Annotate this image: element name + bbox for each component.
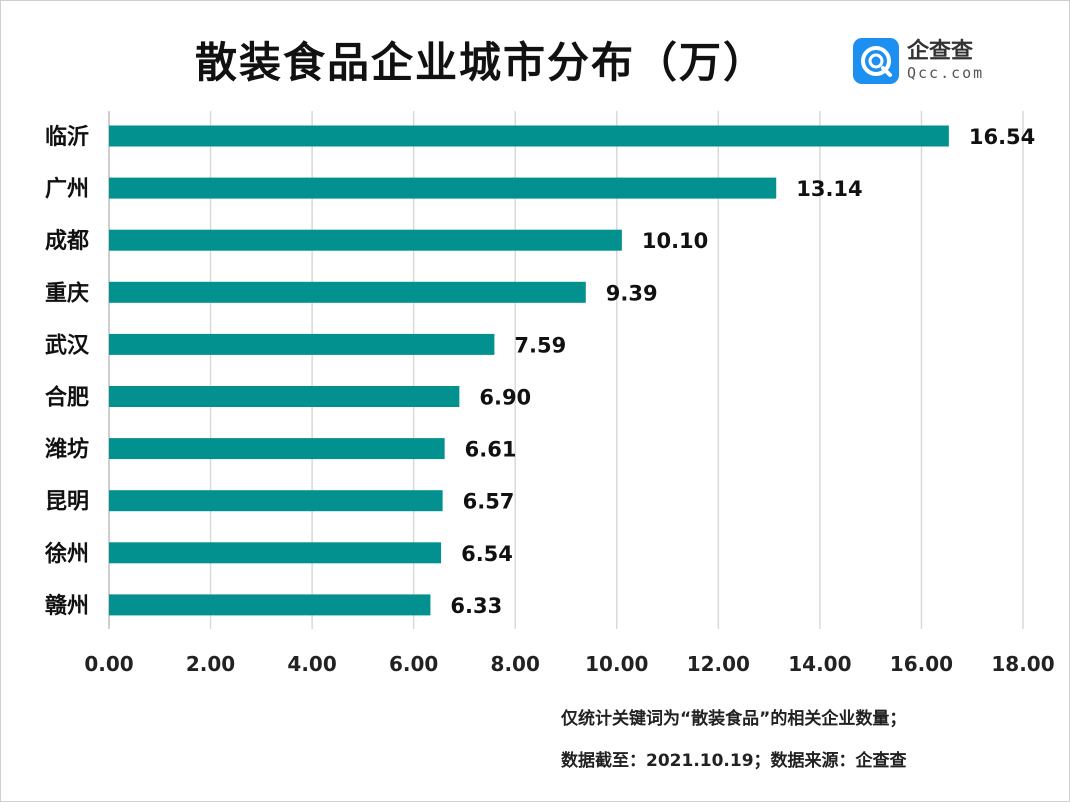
value-label: 13.14 (796, 177, 862, 201)
category-label: 成都 (45, 229, 89, 254)
value-label: 9.39 (606, 281, 658, 305)
value-label: 16.54 (969, 125, 1035, 149)
category-label: 徐州 (44, 541, 89, 567)
category-label: 昆明 (45, 490, 89, 515)
x-tick-label: 16.00 (890, 652, 953, 676)
bar (109, 594, 431, 616)
bar (109, 438, 445, 460)
bar (109, 281, 586, 303)
logo-domain: Qcc.com (907, 64, 985, 82)
qcc-logo-icon (853, 38, 899, 84)
category-label: 潍坊 (45, 437, 89, 463)
bar (109, 125, 949, 147)
footnote-source: 数据截至：2021.10.19；数据来源：企查查 (561, 751, 907, 771)
category-label: 重庆 (45, 280, 89, 306)
category-label: 赣州 (45, 593, 89, 619)
x-tick-label: 14.00 (788, 652, 851, 676)
bar (109, 333, 495, 355)
value-label: 6.61 (465, 438, 517, 462)
x-tick-label: 2.00 (186, 652, 235, 676)
bar (109, 229, 622, 251)
value-label: 6.90 (479, 386, 531, 410)
x-tick-label: 4.00 (287, 652, 336, 676)
bar (109, 177, 777, 199)
value-label: 10.10 (642, 229, 708, 253)
logo-name: 企查查 (907, 39, 974, 64)
x-tick-label: 18.00 (991, 652, 1054, 676)
category-label: 临沂 (45, 124, 89, 150)
x-tick-label: 10.00 (585, 652, 648, 676)
bar (109, 542, 442, 564)
qcc-logo: 企查查 Qcc.com (853, 37, 984, 85)
bar-chart: 0.00 2.00 4.00 6.00 8.00 10.00 12.00 14.00 16.00… (44, 111, 1055, 676)
value-label: 7.59 (514, 333, 566, 357)
value-label: 6.33 (450, 594, 502, 618)
x-tick-label: 8.00 (491, 652, 540, 676)
x-tick-label: 0.00 (84, 652, 133, 676)
bar (109, 386, 460, 407)
chart-title: 散装食品企业城市分布（万） (194, 38, 767, 87)
value-label: 6.54 (461, 542, 513, 566)
category-label: 广州 (45, 176, 89, 202)
category-label: 合肥 (45, 385, 89, 411)
x-tick-label: 12.00 (687, 652, 750, 676)
footnote-scope: 仅统计关键词为“散装食品”的相关企业数量； (561, 709, 907, 729)
bar (109, 490, 443, 512)
value-label: 6.57 (463, 490, 515, 514)
category-label: 武汉 (45, 333, 90, 358)
x-tick-label: 6.00 (389, 652, 438, 676)
